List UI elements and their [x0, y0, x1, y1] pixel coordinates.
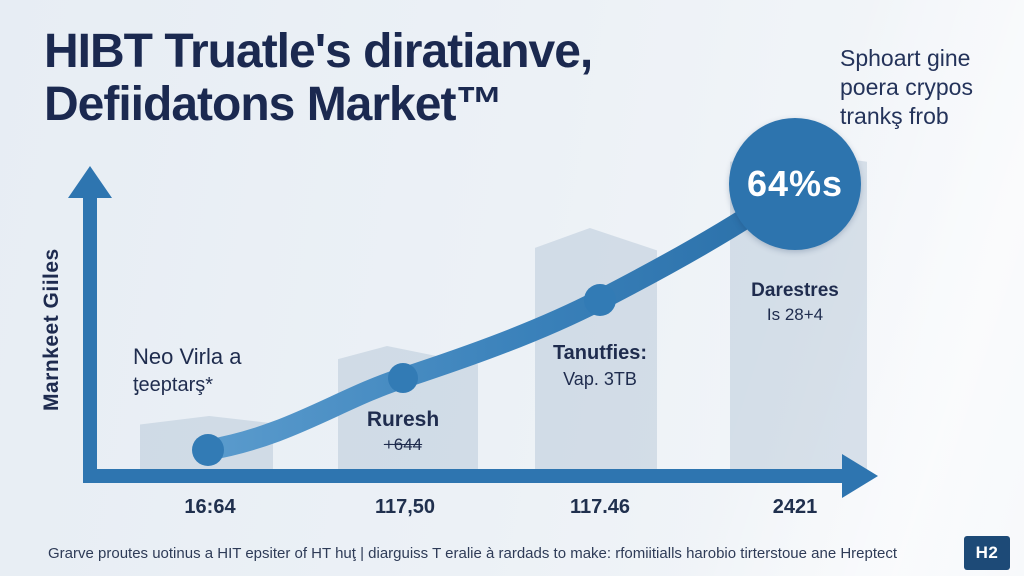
brand-logo: H2 — [964, 536, 1010, 570]
annotation-4-line1: Darestres — [751, 280, 839, 301]
y-axis-arrow-icon — [68, 166, 112, 198]
y-axis-line — [83, 196, 97, 483]
top-right-caption: Sphoart gine poera crypos trankş frob — [840, 44, 973, 130]
x-tick-label-3: 117.46 — [569, 496, 631, 518]
x-axis-arrow-icon — [842, 454, 878, 498]
trend-line-path — [197, 174, 806, 461]
chart-bar-1 — [140, 416, 273, 477]
x-tick-label-1: 16:64 — [184, 496, 236, 518]
top-right-caption-line1: Sphoart gine — [840, 45, 971, 71]
annotation-point-4: Darestres Is 28+4 — [728, 280, 862, 325]
page-title-line1: HIBT Truatle's diratianve, — [44, 25, 593, 78]
annotation-point-1: Neo Virla a ƫeeptarş* — [133, 344, 241, 397]
annotation-4-line2: Is 28+4 — [766, 305, 824, 324]
annotation-3-line2: Vap. 3TB — [563, 369, 637, 389]
annotation-point-3: Tanutfies: Vap. 3TB — [533, 342, 667, 390]
annotation-3-line1: Tanutfies: — [552, 342, 648, 364]
top-right-caption-line3: trankş frob — [840, 102, 949, 129]
footer-disclaimer: Grarve proutes uotinus a HIT epsiter of … — [48, 545, 898, 562]
annotation-1-line2: ƫeeptarş* — [133, 374, 214, 396]
highlight-badge-value: 64%s — [746, 163, 844, 204]
x-axis-line — [83, 469, 843, 483]
x-tick-label-4: 2421 — [772, 496, 818, 518]
page-title: HIBT Truatle's diratianve, Defiidatons M… — [44, 25, 593, 132]
page-title-line2: Defiidatons Market™ — [44, 77, 503, 131]
annotation-2-line1: Ruresh — [366, 408, 440, 431]
brand-logo-text: H2 — [975, 543, 999, 562]
y-axis-label: Marnkeet Giiles — [40, 248, 63, 412]
annotation-2-line2: +644 — [383, 435, 423, 454]
x-tick-label-2: 117,50 — [374, 496, 436, 518]
highlight-badge: 64%s — [729, 118, 861, 250]
annotation-point-2: Ruresh +644 — [343, 408, 463, 455]
top-right-caption-line2: poera crypos — [840, 73, 973, 100]
annotation-1-line1: Neo Virla a — [133, 344, 242, 369]
